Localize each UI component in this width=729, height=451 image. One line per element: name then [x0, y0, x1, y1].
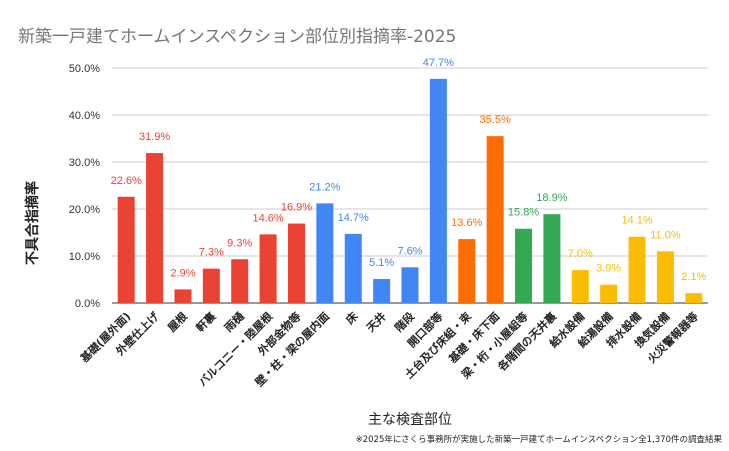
bar — [515, 228, 533, 303]
bar — [429, 78, 447, 303]
bar — [656, 251, 674, 303]
chart-title: 新築一戸建てホームインスペクション部位別指摘率-2025 — [18, 27, 456, 47]
data-label: 5.1% — [369, 257, 394, 269]
x-axis-title: 主な検査部位 — [368, 412, 452, 428]
bar — [628, 236, 646, 303]
x-tick-label: 階段 — [392, 309, 417, 334]
x-tick-label: 軒裏 — [193, 309, 219, 335]
bar — [287, 223, 305, 303]
y-tick-label: 30.0% — [69, 157, 100, 169]
data-label: 16.9% — [281, 202, 312, 214]
y-tick-label: 10.0% — [69, 251, 100, 263]
y-axis-title: 不具合指摘率 — [24, 181, 41, 265]
data-label: 13.6% — [451, 217, 482, 229]
bar — [571, 270, 589, 303]
bar — [458, 239, 476, 303]
bar — [685, 293, 703, 303]
data-label: 18.9% — [536, 192, 567, 204]
data-label: 21.2% — [309, 181, 340, 193]
bar — [486, 136, 504, 303]
bar — [174, 289, 192, 303]
data-label: 35.5% — [480, 114, 511, 126]
bar — [316, 203, 334, 303]
bar — [231, 259, 249, 303]
bar — [401, 267, 419, 303]
data-label: 2.9% — [170, 267, 195, 279]
data-label: 7.6% — [397, 245, 422, 257]
y-tick-label: 20.0% — [69, 204, 100, 216]
x-tick-label: 床 — [343, 309, 361, 327]
data-label: 14.6% — [252, 212, 283, 224]
data-label: 15.8% — [508, 207, 539, 219]
data-label: 14.1% — [621, 215, 652, 227]
data-label: 22.6% — [111, 175, 142, 187]
bar — [344, 233, 362, 303]
bar — [373, 279, 391, 303]
data-label: 3.9% — [596, 263, 621, 275]
bar — [202, 268, 220, 303]
y-tick-label: 50.0% — [69, 63, 100, 75]
data-label: 31.9% — [139, 131, 170, 143]
data-label: 7.0% — [568, 248, 593, 260]
data-label: 2.1% — [681, 271, 706, 283]
x-tick-label: 屋根 — [165, 309, 191, 335]
bar — [146, 153, 164, 303]
x-tick-label: 雨樋 — [221, 309, 246, 334]
data-label: 9.3% — [227, 237, 252, 249]
bar — [600, 284, 618, 303]
x-tick-label: 天井 — [363, 309, 388, 334]
y-tick-label: 0.0% — [75, 298, 100, 310]
y-tick-label: 40.0% — [69, 110, 100, 122]
data-label: 7.3% — [199, 247, 224, 259]
bar — [543, 214, 561, 303]
data-label: 47.7% — [423, 57, 454, 69]
data-label: 11.0% — [650, 229, 681, 241]
bar — [259, 234, 277, 303]
footnote: ※2025年にさくら事務所が実施した新築一戸建てホームインスペクション全1,37… — [356, 434, 723, 445]
bar — [117, 196, 135, 303]
data-label: 14.7% — [338, 212, 369, 224]
